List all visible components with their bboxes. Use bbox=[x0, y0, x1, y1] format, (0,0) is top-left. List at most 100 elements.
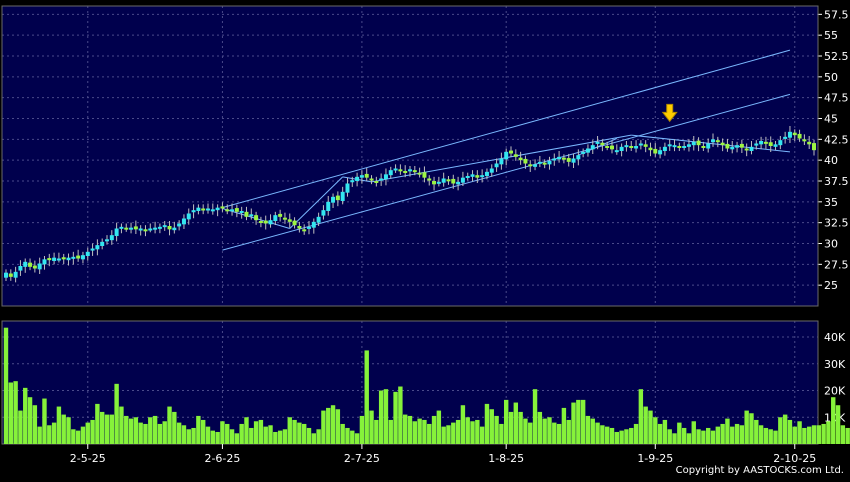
volume-bar bbox=[200, 419, 206, 444]
volume-bar bbox=[297, 422, 302, 444]
candle-body bbox=[52, 257, 57, 261]
candle-body bbox=[56, 258, 61, 261]
candle-body bbox=[662, 146, 667, 151]
volume-bar bbox=[225, 423, 230, 444]
candle-body bbox=[138, 228, 143, 231]
volume-bar bbox=[749, 413, 754, 444]
volume-tick-label: 40K bbox=[824, 331, 846, 344]
candle-body bbox=[119, 226, 124, 229]
volume-bar bbox=[436, 410, 442, 444]
x-axis: 2-5-25 2-6-25 2-7-25 1-8-25 1-9-25 2-10-25 bbox=[70, 444, 816, 465]
candle-body bbox=[759, 141, 764, 145]
candle-body bbox=[552, 158, 557, 161]
candle-body bbox=[206, 208, 210, 211]
candle-body bbox=[542, 162, 547, 165]
volume-bar bbox=[51, 422, 57, 444]
candle-body bbox=[446, 179, 451, 182]
candle-body bbox=[273, 215, 278, 221]
volume-bar bbox=[701, 430, 706, 444]
candle-body bbox=[239, 211, 244, 213]
volume-bar bbox=[268, 425, 273, 444]
volume-bar bbox=[720, 423, 725, 444]
candle-body bbox=[186, 213, 191, 220]
candle-body bbox=[523, 158, 528, 164]
volume-bar bbox=[345, 427, 350, 444]
volume-bar bbox=[696, 429, 701, 444]
volume-bar bbox=[715, 426, 721, 444]
candle-body bbox=[465, 176, 470, 178]
candle-body bbox=[76, 255, 81, 259]
volume-bar bbox=[369, 410, 374, 444]
volume-bar bbox=[172, 411, 177, 444]
candle-body bbox=[28, 262, 33, 267]
candle-body bbox=[470, 174, 475, 177]
volume-bar bbox=[609, 427, 615, 444]
volume-bar bbox=[739, 425, 745, 444]
volume-bar bbox=[686, 433, 692, 444]
candle-body bbox=[153, 227, 158, 230]
volume-bar bbox=[417, 418, 422, 444]
volume-bar bbox=[441, 426, 446, 444]
candle-body bbox=[528, 164, 533, 167]
volume-bar bbox=[590, 418, 595, 444]
price-tick-label: 47.5 bbox=[824, 92, 849, 105]
price-tick-label: 35 bbox=[824, 196, 838, 209]
copyright-text: Copyright by AASTOCKS.com Ltd. bbox=[675, 465, 844, 476]
candle-body bbox=[388, 170, 393, 176]
volume-bar bbox=[730, 426, 735, 444]
candle-body bbox=[321, 210, 326, 216]
volume-bar bbox=[556, 423, 562, 444]
candle-body bbox=[557, 156, 562, 160]
volume-bar bbox=[528, 422, 533, 444]
candle-body bbox=[157, 226, 162, 229]
volume-bar bbox=[398, 386, 403, 444]
candle-body bbox=[340, 191, 345, 201]
volume-bar bbox=[806, 426, 812, 444]
trend-line bbox=[289, 176, 344, 229]
candle-body bbox=[648, 147, 653, 151]
candle-body bbox=[533, 164, 538, 167]
volume-bar bbox=[532, 389, 538, 444]
candle-body bbox=[763, 141, 768, 144]
volume-bar bbox=[629, 427, 634, 444]
volume-bar bbox=[354, 433, 360, 444]
volume-bar bbox=[249, 427, 254, 444]
volume-bar bbox=[566, 419, 571, 444]
candle-body bbox=[509, 150, 513, 154]
candle-body bbox=[682, 146, 687, 148]
candle-body bbox=[162, 225, 167, 228]
candle-body bbox=[725, 143, 730, 149]
x-tick-label: 2-7-25 bbox=[344, 452, 380, 465]
trend-line bbox=[222, 93, 791, 251]
volume-bar bbox=[114, 383, 119, 444]
volume-bar bbox=[138, 422, 143, 444]
volume-bar bbox=[835, 405, 841, 444]
volume-tick-label: 30K bbox=[824, 358, 846, 371]
volume-bar bbox=[47, 425, 52, 444]
volume-bar bbox=[75, 430, 81, 444]
candle-body bbox=[744, 148, 749, 151]
volume-bar bbox=[451, 422, 456, 444]
candle-body bbox=[383, 174, 388, 180]
candle-body bbox=[581, 151, 586, 154]
candle-body bbox=[561, 157, 566, 160]
volume-bar bbox=[61, 414, 66, 444]
candle-body bbox=[475, 175, 480, 178]
volume-bar bbox=[460, 405, 466, 444]
volume-bar bbox=[85, 422, 90, 444]
volume-bar bbox=[152, 415, 158, 444]
volume-bar bbox=[614, 431, 620, 444]
volume-bar bbox=[455, 419, 461, 444]
candle-body bbox=[667, 144, 672, 147]
volume-bar bbox=[23, 387, 28, 444]
volume-bar bbox=[119, 406, 124, 444]
volume-bar bbox=[792, 426, 797, 444]
volume-bar bbox=[306, 427, 312, 444]
candle-body bbox=[715, 140, 720, 143]
volume-bar bbox=[210, 430, 216, 444]
volume-bar bbox=[633, 423, 639, 444]
volume-bar bbox=[167, 406, 172, 444]
volume-bar bbox=[576, 399, 581, 444]
price-tick-label: 32.5 bbox=[824, 217, 849, 230]
volume-bar bbox=[422, 419, 427, 444]
